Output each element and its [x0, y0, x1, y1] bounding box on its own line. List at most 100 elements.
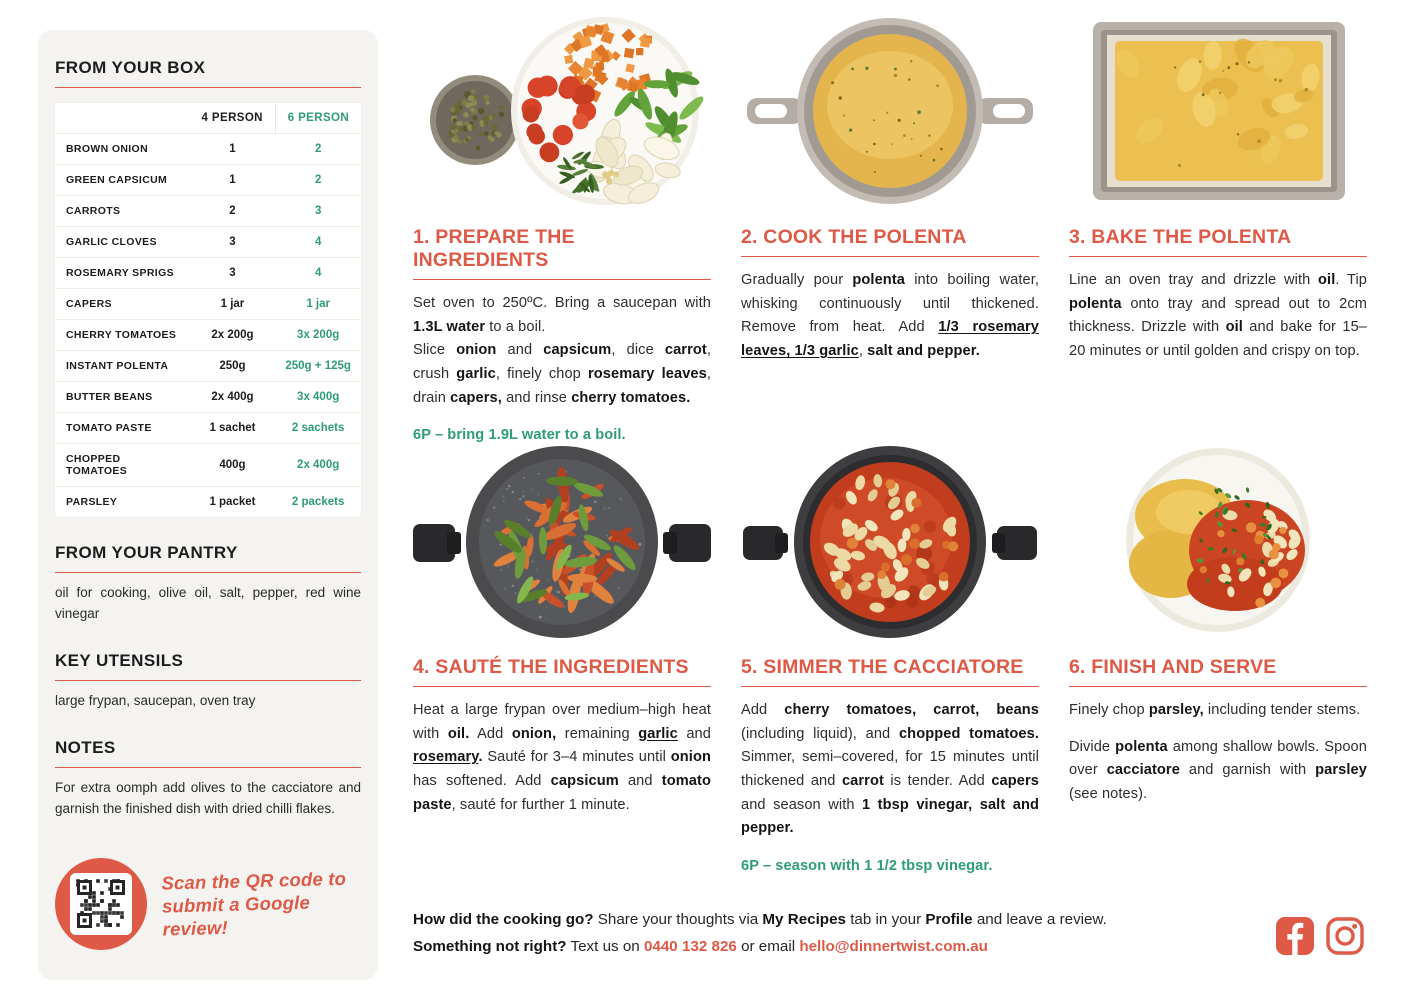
- table-row: GREEN CAPSICUM 1 2: [55, 164, 361, 196]
- qty-4-person-cell: 2x 400g: [211, 391, 254, 403]
- step-paragraph: 6P – bring 1.9L water to a boil.: [413, 424, 711, 448]
- text-segment: .: [478, 749, 483, 766]
- facebook-icon[interactable]: [1276, 917, 1314, 955]
- ingredient-name-cell: INSTANT POLENTA: [66, 360, 169, 372]
- text-segment: polenta: [1069, 295, 1122, 312]
- step-paragraph: Slice onion and capsicum, dice carrot, c…: [413, 339, 711, 410]
- ingredient-name-cell: BUTTER BEANS: [66, 391, 153, 403]
- text-segment: Something not right?: [413, 938, 567, 956]
- text-segment: chopped tomatoes.: [898, 725, 1039, 742]
- qty-4-person-cell: 1 packet: [209, 496, 256, 508]
- text-segment: (see notes).: [1069, 785, 1148, 802]
- step-1-body: Set oven to 250ºC. Bring a saucepan with…: [413, 292, 711, 448]
- step-1-title: 1. PREPARE THE INGREDIENTS: [413, 226, 575, 271]
- text-segment: including tender stems.: [1203, 702, 1361, 718]
- step-4-photo: [413, 438, 711, 643]
- qty-6-person-cell: 4: [314, 236, 322, 248]
- text-segment: parsley,: [1148, 702, 1204, 718]
- step-3: 3. BAKE THE POLENTA Line an oven tray an…: [1069, 8, 1367, 364]
- text-segment: Add: [741, 702, 785, 718]
- step-3-body: Line an oven tray and drizzle with oil. …: [1069, 269, 1367, 364]
- text-segment: Profile: [925, 911, 973, 928]
- text-segment: How did the cooking go?: [413, 911, 594, 928]
- text-segment: 6P – bring 1.9L water to a boil.: [413, 427, 626, 444]
- qty-6-person-cell: 2 packets: [291, 496, 345, 508]
- step-paragraph: Divide polenta among shallow bowls. Spoo…: [1069, 736, 1367, 807]
- divider: [413, 686, 711, 687]
- ingredient-name-cell: PARSLEY: [66, 496, 118, 508]
- text-segment: (including liquid), and: [741, 725, 899, 742]
- ingredient-name-cell: CHERRY TOMATOES: [66, 329, 177, 341]
- table-row: CAPERS 1 jar 1 jar: [55, 288, 361, 320]
- table-row: PARSLEY 1 packet 2 packets: [55, 486, 361, 518]
- step-2-photo: [741, 8, 1039, 213]
- step-5-photo: [741, 438, 1039, 643]
- text-segment: parsley: [1315, 762, 1367, 779]
- qty-6-person-cell: 250g + 125g: [285, 360, 351, 372]
- step-6-photo: [1069, 438, 1367, 643]
- text-segment: into boiling water, whisking continuousl…: [741, 272, 1039, 336]
- text-segment: polenta: [1115, 738, 1168, 755]
- step-4-body: Heat a large frypan over medium–high hea…: [413, 699, 711, 817]
- divider: [1069, 256, 1367, 257]
- qty-4-person-cell: 250g: [219, 360, 246, 372]
- qty-4-person-cell: 1: [229, 174, 236, 186]
- phone-link[interactable]: 0440 132 826: [643, 938, 737, 956]
- text-segment: and garnish with: [1179, 762, 1316, 779]
- text-segment: oil: [1318, 272, 1336, 288]
- text-segment: , drain: [413, 365, 712, 406]
- qty-6-person-cell: 3x 400g: [297, 391, 340, 403]
- qty-4-person-cell: 3: [229, 236, 236, 248]
- text-segment: and: [677, 725, 711, 742]
- text-segment: and season with: [741, 796, 863, 813]
- step-paragraph: 6P – season with 1 1/2 tbsp vinegar.: [741, 855, 1039, 879]
- polenta-tray-photo: [1093, 22, 1345, 200]
- text-segment: Line an oven tray and drizzle with: [1069, 272, 1319, 288]
- table-row: GARLIC CLOVES 3 4: [55, 226, 361, 258]
- qty-4-person-cell: 2: [229, 205, 236, 217]
- text-segment: Finely chop: [1069, 702, 1149, 718]
- table-row: CHOPPED TOMATOES 400g 2x 400g: [55, 443, 361, 487]
- text-segment: 1 tbsp vinegar, salt and pepper.: [741, 796, 1039, 837]
- text-segment: 1.3L water: [413, 318, 486, 335]
- from-your-box-title: FROM YOUR BOX: [55, 58, 206, 77]
- text-segment: 1/3 rosemary leaves, 1/3 garlic: [741, 319, 1039, 359]
- text-segment: remaining: [556, 725, 639, 742]
- text-segment: onion: [670, 749, 711, 766]
- pantry-text: oil for cooking, olive oil, salt, pepper…: [55, 585, 361, 621]
- text-segment: rosemary: [413, 749, 479, 766]
- from-your-pantry-title: FROM YOUR PANTRY: [55, 543, 238, 562]
- step-5-title: 5. SIMMER THE CACCIATORE: [741, 656, 1024, 678]
- text-segment: oil.: [447, 725, 470, 742]
- text-segment: cherry tomatoes.: [571, 389, 691, 406]
- text-segment: rosemary leaves: [588, 365, 707, 382]
- footer-contact-line: Something not right? Text us on 0440 132…: [413, 933, 1213, 960]
- text-segment: Gradually pour: [741, 272, 853, 288]
- text-segment: polenta: [852, 272, 905, 288]
- table-row: ROSEMARY SPRIGS 3 4: [55, 257, 361, 289]
- text-segment: , crush: [413, 342, 711, 382]
- qty-6-person-cell: 2: [314, 174, 322, 186]
- ingredient-name-cell: CAPERS: [66, 298, 112, 310]
- text-segment: . Tip: [1335, 272, 1368, 288]
- notes-text: For extra oomph add olives to the caccia…: [55, 779, 361, 816]
- 6-person-header: 6 PERSON: [274, 103, 361, 134]
- text-segment: cacciatore: [1106, 762, 1180, 779]
- review-text: Scan the QR code to submit a Google revi…: [161, 867, 347, 940]
- qty-6-person-cell: 2: [314, 143, 322, 155]
- step-5: 5. SIMMER THE CACCIATORE Add cherry toma…: [741, 438, 1039, 878]
- text-segment: onto tray and spread out to 2cm thicknes…: [1069, 295, 1367, 336]
- divider: [741, 256, 1039, 257]
- text-segment: Divide: [1069, 738, 1116, 755]
- ingredient-name-cell: GREEN CAPSICUM: [66, 174, 168, 186]
- step-6-body: Finely chop parsley, including tender st…: [1069, 699, 1367, 807]
- email-link[interactable]: hello@dinnertwist.com.au: [799, 938, 988, 956]
- text-segment: oil: [1225, 319, 1243, 336]
- divider: [55, 87, 361, 88]
- instagram-icon[interactable]: [1325, 916, 1365, 956]
- text-segment: Simmer, semi–covered, for 15 minutes unt…: [741, 749, 1039, 789]
- divider: [413, 279, 711, 280]
- plated-dish-photo: [1126, 448, 1310, 632]
- text-segment: My Recipes: [762, 911, 846, 928]
- social-icons: [1276, 916, 1365, 956]
